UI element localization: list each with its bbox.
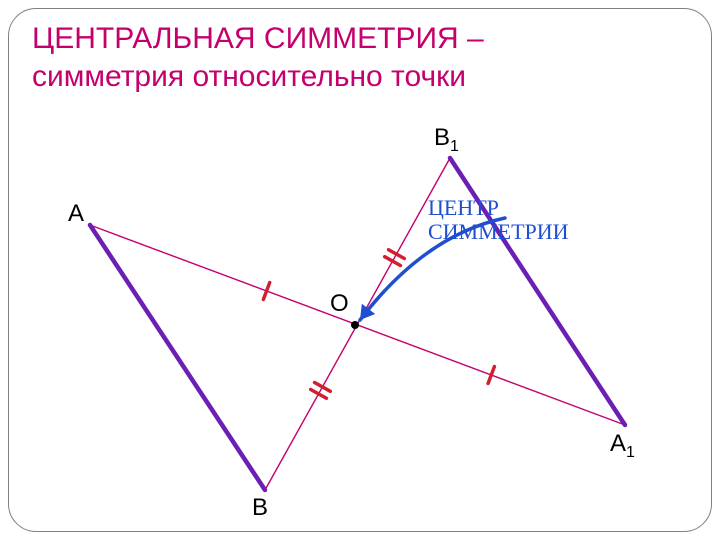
label-B1: B1 (434, 124, 459, 156)
center-caption-line1: ЦЕНТР (428, 195, 499, 220)
label-A: A (68, 200, 84, 228)
center-caption-line2: СИММЕТРИИ (428, 219, 569, 244)
label-B: B (252, 494, 268, 522)
center-caption: ЦЕНТР СИММЕТРИИ (428, 196, 569, 244)
label-A1: A1 (610, 430, 635, 462)
points (351, 321, 359, 329)
equality-ticks (263, 250, 494, 399)
label-O: O (330, 290, 349, 318)
